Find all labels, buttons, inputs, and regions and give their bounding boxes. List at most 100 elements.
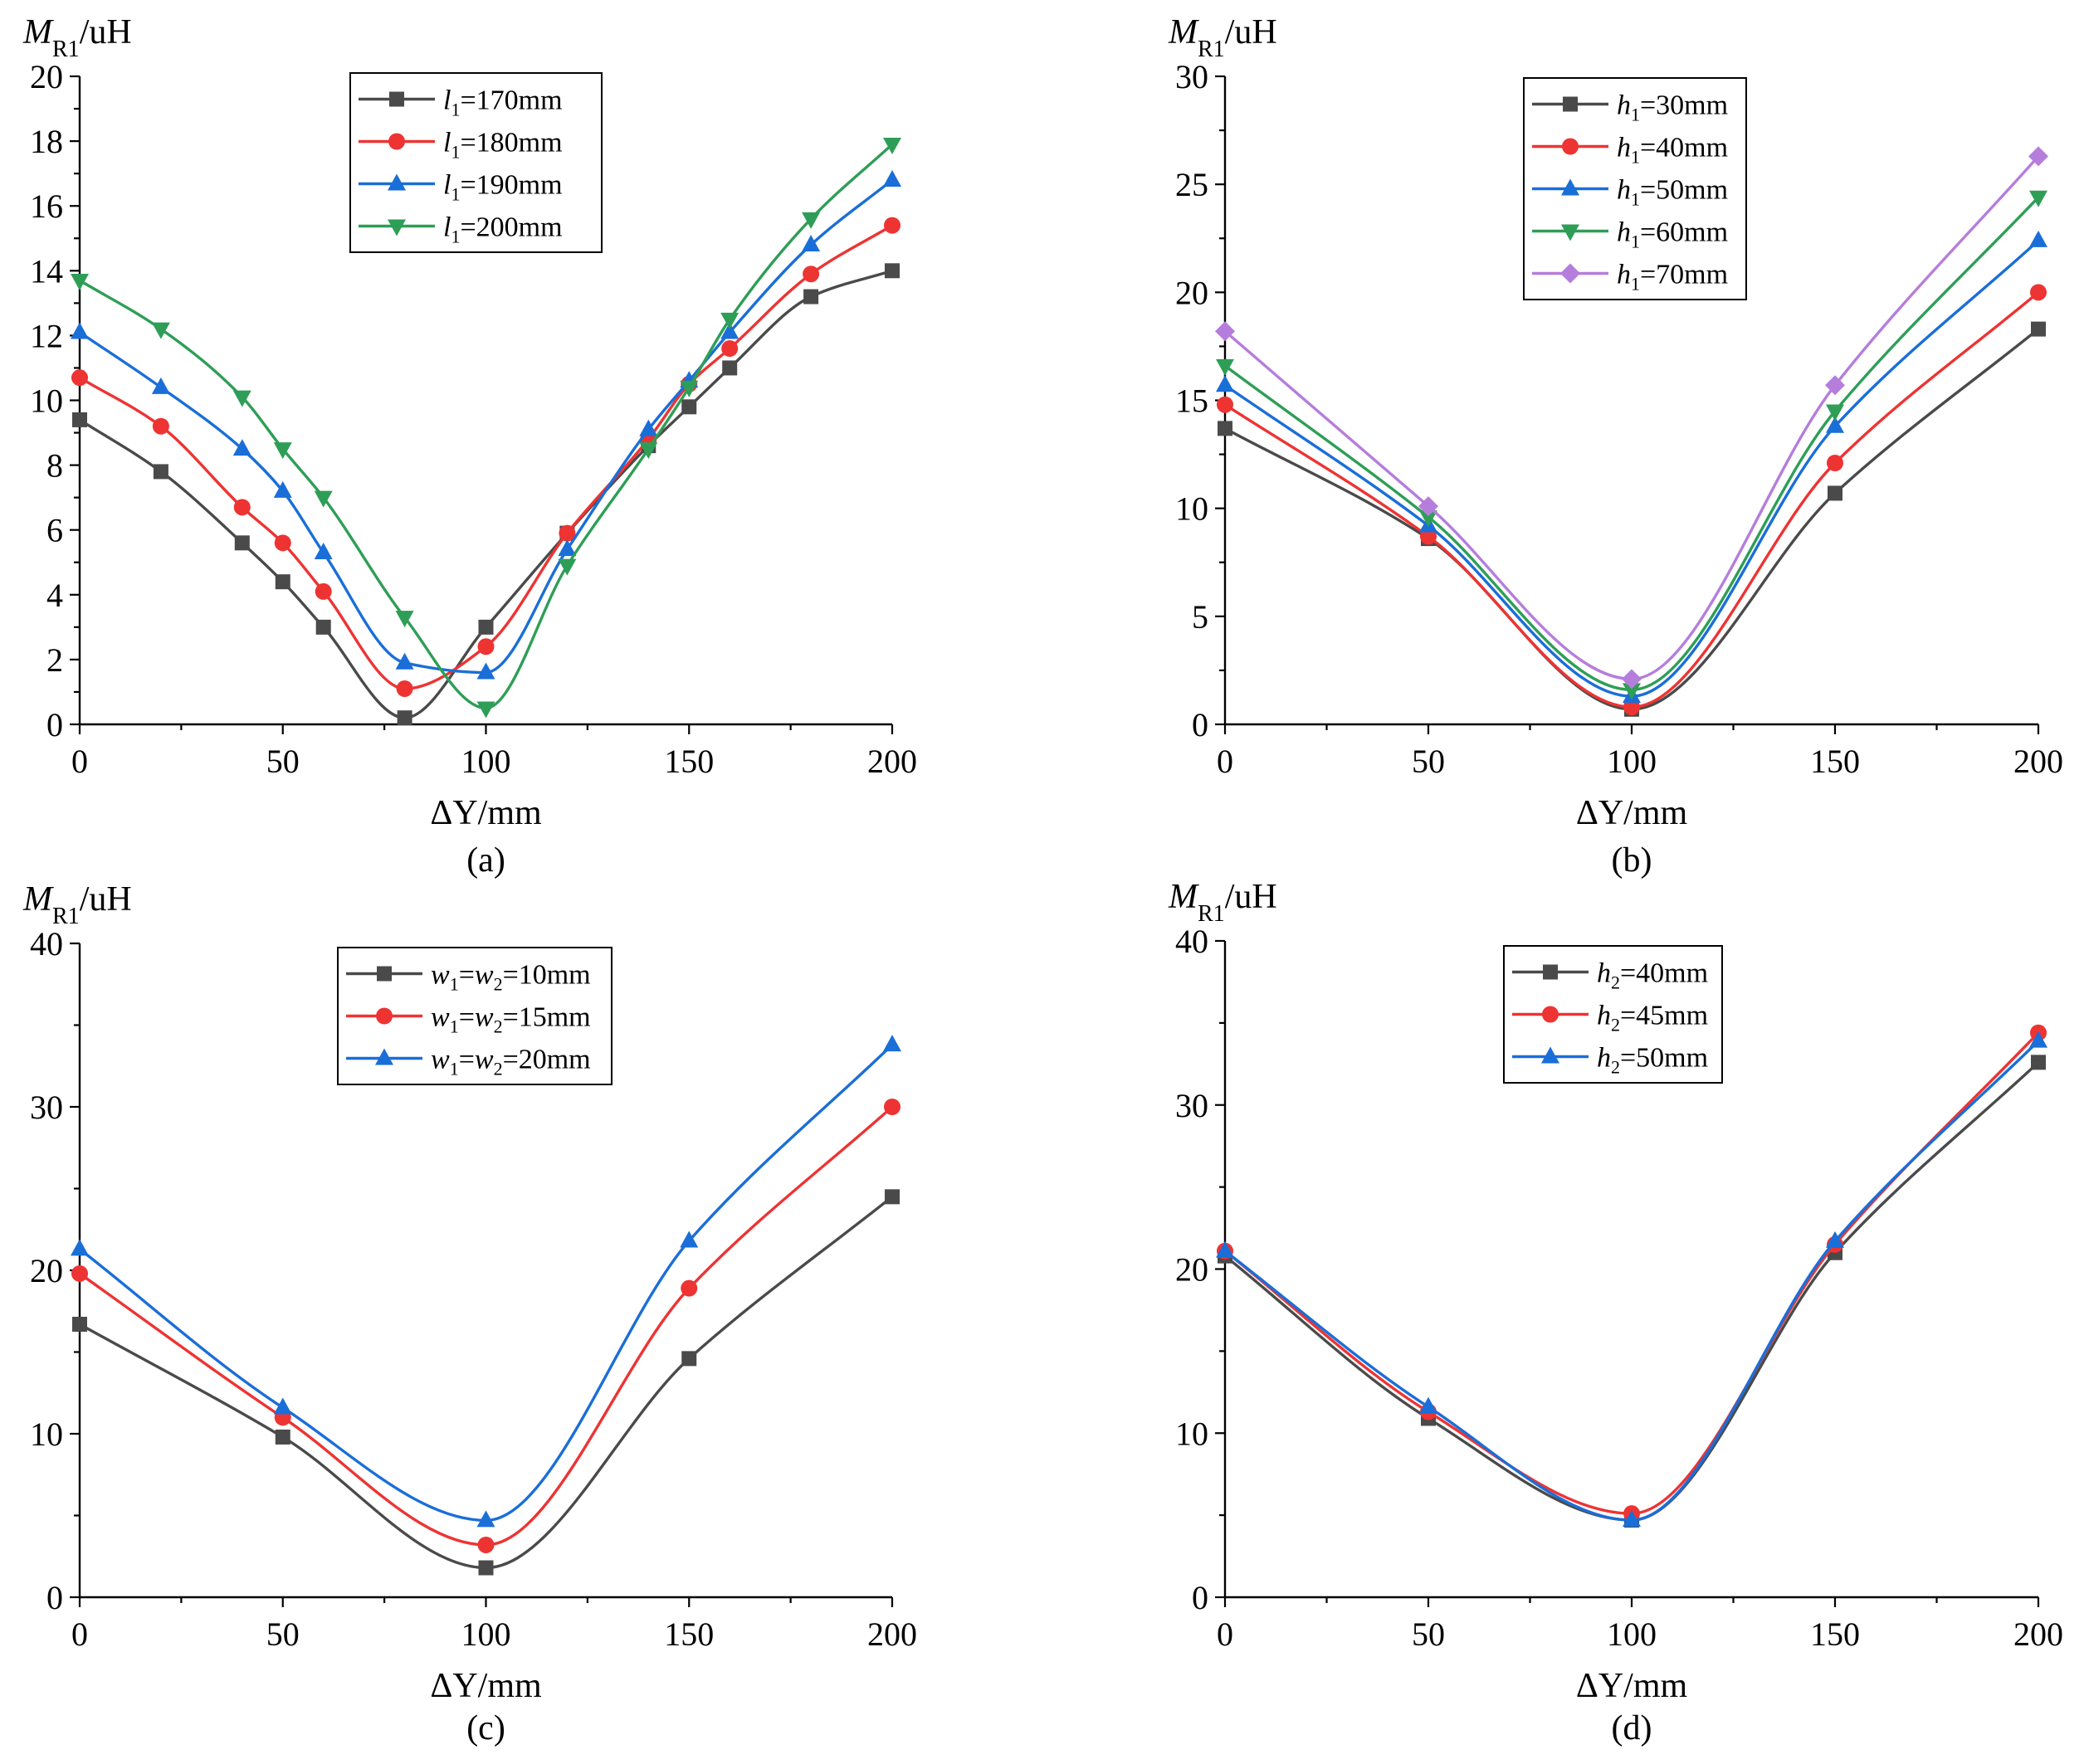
data-point	[802, 235, 821, 252]
data-point	[2029, 230, 2047, 247]
data-point	[1623, 699, 1640, 716]
legend-swatch-marker	[389, 91, 404, 107]
y-tick-label: 0	[46, 1579, 63, 1616]
series-h2=40mm	[1218, 1055, 2046, 1528]
x-tick-label: 200	[2013, 743, 2063, 780]
legend-swatch-marker	[377, 966, 392, 982]
legend: l1=170mm l1=180mm l1=190mm l1=200mm	[349, 72, 603, 253]
y-tick-label: 10	[30, 1416, 63, 1453]
legend-label: h1=60mm	[1617, 217, 1728, 252]
x-tick-label: 100	[461, 1615, 511, 1653]
series-w1=w2=15mm	[71, 1099, 900, 1553]
data-point	[681, 1279, 698, 1297]
data-point	[1623, 1510, 1641, 1528]
data-point	[1826, 1230, 1844, 1248]
series-line	[78, 1105, 894, 1547]
y-tick-label: 14	[30, 252, 63, 290]
series-line	[78, 1043, 894, 1523]
data-point	[476, 662, 495, 680]
y-tick-label: 20	[1175, 274, 1208, 311]
data-point	[1828, 485, 1842, 501]
data-point	[275, 574, 290, 590]
y-tick-label: 16	[30, 188, 63, 225]
data-point	[477, 1536, 495, 1553]
data-point	[2030, 284, 2047, 301]
x-tick-label: 150	[664, 1615, 714, 1653]
data-point	[885, 263, 900, 279]
x-tick-label: 0	[71, 743, 88, 780]
series-w1=w2=10mm	[72, 1189, 900, 1576]
series-l1=170mm	[72, 263, 900, 726]
legend-label: h2=50mm	[1597, 1043, 1708, 1078]
data-point	[71, 322, 89, 339]
data-point	[558, 558, 577, 576]
y-tick-label: 0	[1192, 706, 1208, 743]
data-point	[71, 274, 89, 291]
data-point	[71, 1265, 88, 1282]
data-point	[476, 1510, 495, 1528]
data-point	[720, 322, 739, 339]
legend-label: h1=40mm	[1617, 133, 1728, 168]
legend-label: l1=180mm	[443, 128, 563, 163]
data-point	[802, 212, 821, 229]
data-point	[1419, 1396, 1437, 1414]
x-axis-label: ΔY/mm	[1576, 1667, 1688, 1705]
y-tick-label: 0	[46, 706, 63, 743]
series-h1=40mm	[1217, 284, 2047, 716]
data-point	[478, 1560, 494, 1576]
series-line	[78, 178, 894, 675]
legend: h2=40mm h2=45mm h2=50mm	[1503, 945, 1723, 1084]
data-point	[476, 701, 495, 719]
data-point	[395, 652, 414, 670]
data-point	[397, 710, 412, 726]
data-point	[234, 535, 250, 551]
data-point	[1827, 454, 1843, 471]
x-tick-label: 200	[2013, 1615, 2063, 1653]
legend-swatch-marker	[1542, 1006, 1559, 1023]
legend-label: h1=30mm	[1617, 90, 1728, 125]
data-point	[559, 524, 576, 542]
x-tick-label: 150	[664, 743, 714, 780]
series-line	[1223, 1039, 2040, 1522]
legend: w1=w2=10mm w1=w2=15mm w1=w2=20mm	[337, 947, 613, 1085]
data-point	[883, 1035, 901, 1052]
data-point	[2031, 321, 2046, 337]
legend: h1=30mm h1=40mm h1=50mm h1=60mm h1=70mm	[1523, 77, 1747, 300]
data-point	[1418, 496, 1438, 517]
y-axis-label: MR1/uH	[22, 13, 132, 62]
y-tick-label: 30	[1175, 58, 1208, 95]
legend-swatch-marker	[375, 1048, 393, 1065]
legend-label: h1=70mm	[1617, 260, 1728, 295]
data-point	[273, 1397, 292, 1415]
data-point	[1622, 669, 1642, 690]
legend-swatch-marker	[388, 219, 406, 236]
y-tick-label: 10	[1175, 1415, 1208, 1452]
y-tick-label: 25	[1175, 166, 1208, 203]
series-line	[1223, 290, 2040, 709]
series-h1=50mm	[1216, 230, 2047, 704]
y-tick-label: 20	[30, 58, 63, 95]
data-point	[314, 543, 333, 560]
legend-label: w1=w2=15mm	[431, 1002, 591, 1037]
data-point	[885, 1189, 900, 1205]
series-line	[1223, 196, 2040, 692]
series-line	[1223, 327, 2040, 711]
y-tick-label: 10	[1175, 490, 1208, 528]
data-point	[151, 377, 170, 394]
data-point	[232, 390, 251, 407]
x-tick-label: 150	[1810, 1615, 1860, 1653]
legend-label: h2=45mm	[1597, 1001, 1708, 1035]
y-tick-label: 6	[46, 512, 63, 549]
data-point	[680, 380, 699, 397]
data-point	[2028, 146, 2048, 167]
y-tick-label: 30	[1175, 1087, 1208, 1124]
data-point	[1623, 683, 1641, 700]
data-point	[151, 322, 170, 339]
panel-caption: (a)	[466, 841, 505, 880]
series-line	[1223, 1031, 2040, 1515]
x-axis-label: ΔY/mm	[430, 794, 542, 832]
data-point	[273, 480, 292, 498]
